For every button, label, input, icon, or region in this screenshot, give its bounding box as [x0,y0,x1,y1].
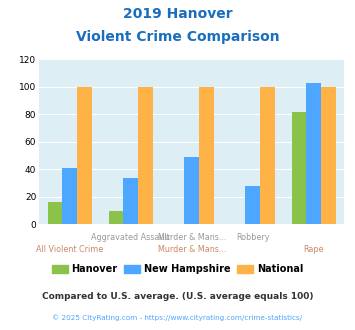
Bar [292,112,306,224]
Text: Robbery: Robbery [236,233,269,242]
Bar [245,186,260,224]
Bar [62,168,77,224]
Text: Rape: Rape [304,245,324,254]
Text: Murder & Mans...: Murder & Mans... [158,233,226,242]
Text: Aggravated Assault: Aggravated Assault [91,233,170,242]
Bar [260,87,275,224]
Bar [109,211,123,224]
Text: 2019 Hanover: 2019 Hanover [123,7,232,20]
Bar [77,87,92,224]
Bar [48,202,62,224]
Text: Murder & Mans...: Murder & Mans... [158,245,226,254]
Bar [199,87,214,224]
Bar [123,178,138,224]
Legend: Hanover, New Hampshire, National: Hanover, New Hampshire, National [48,261,307,279]
Bar [138,87,153,224]
Text: © 2025 CityRating.com - https://www.cityrating.com/crime-statistics/: © 2025 CityRating.com - https://www.city… [53,314,302,321]
Bar [321,87,336,224]
Bar [184,157,199,224]
Text: Violent Crime Comparison: Violent Crime Comparison [76,30,279,44]
Text: All Violent Crime: All Violent Crime [36,245,103,254]
Bar [306,83,321,224]
Text: Compared to U.S. average. (U.S. average equals 100): Compared to U.S. average. (U.S. average … [42,292,313,301]
